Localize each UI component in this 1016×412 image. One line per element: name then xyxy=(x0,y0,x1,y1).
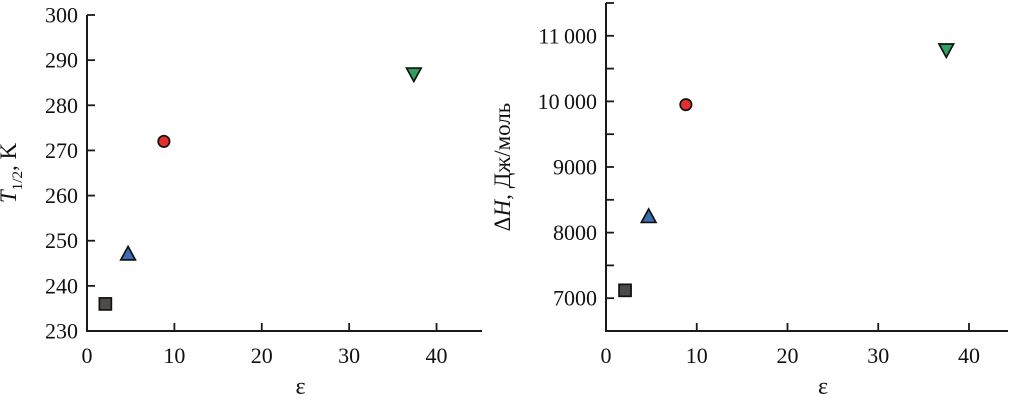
y-tick-label: 230 xyxy=(45,319,78,344)
data-point-square xyxy=(98,297,113,311)
y-tick-label: 260 xyxy=(45,183,78,208)
y-tick-label: 240 xyxy=(45,273,78,298)
x-tick-label: 30 xyxy=(338,343,360,368)
data-point-triangle-down xyxy=(405,67,423,84)
enthalpy-chart: 7000 8000 9000 10 000 11 000 0 10 20 30 40 ε ΔH, Дж… xyxy=(490,2,1008,400)
melting-temperature-chart: 230 240 250 260 270 280 290 300 0 10 20 30 40 ε T1/2, … xyxy=(0,3,482,400)
y-tick-label: 300 xyxy=(45,3,78,28)
y-tick-label: 280 xyxy=(45,93,78,118)
data-point-triangle-down xyxy=(937,43,956,60)
y-axis-label: ΔH, Дж/моль xyxy=(490,103,515,232)
axes-spines xyxy=(86,15,482,332)
x-tick-label: 0 xyxy=(601,343,612,368)
data-point-triangle-up xyxy=(639,207,658,224)
data-point-square xyxy=(618,283,632,298)
data-point-triangle-up xyxy=(119,244,137,261)
y-axis-label: T1/2, K xyxy=(0,142,26,203)
y-tick-label: 250 xyxy=(45,228,78,253)
x-axis-label: ε xyxy=(295,374,305,400)
x-tick-label: 20 xyxy=(251,343,273,368)
y-tick-label: 8000 xyxy=(553,220,597,245)
y-tick-label: 11 000 xyxy=(538,23,597,48)
y-tick-label: 290 xyxy=(45,48,78,73)
x-tick-label: 10 xyxy=(163,343,185,368)
y-tick-label: 7000 xyxy=(553,286,597,311)
data-point-circle xyxy=(157,134,171,148)
data-point-circle xyxy=(679,98,693,112)
x-tick-label: 40 xyxy=(426,343,448,368)
y-tick-label: 10 000 xyxy=(538,89,597,114)
x-tick-label: 30 xyxy=(867,343,889,368)
y-tick-label: 270 xyxy=(45,138,78,163)
x-tick-label: 40 xyxy=(958,343,980,368)
y-tick-label: 9000 xyxy=(553,155,597,180)
x-tick-label: 10 xyxy=(686,343,708,368)
x-tick-label: 0 xyxy=(82,343,93,368)
x-tick-label: 20 xyxy=(776,343,798,368)
x-axis-label: ε xyxy=(818,374,828,400)
